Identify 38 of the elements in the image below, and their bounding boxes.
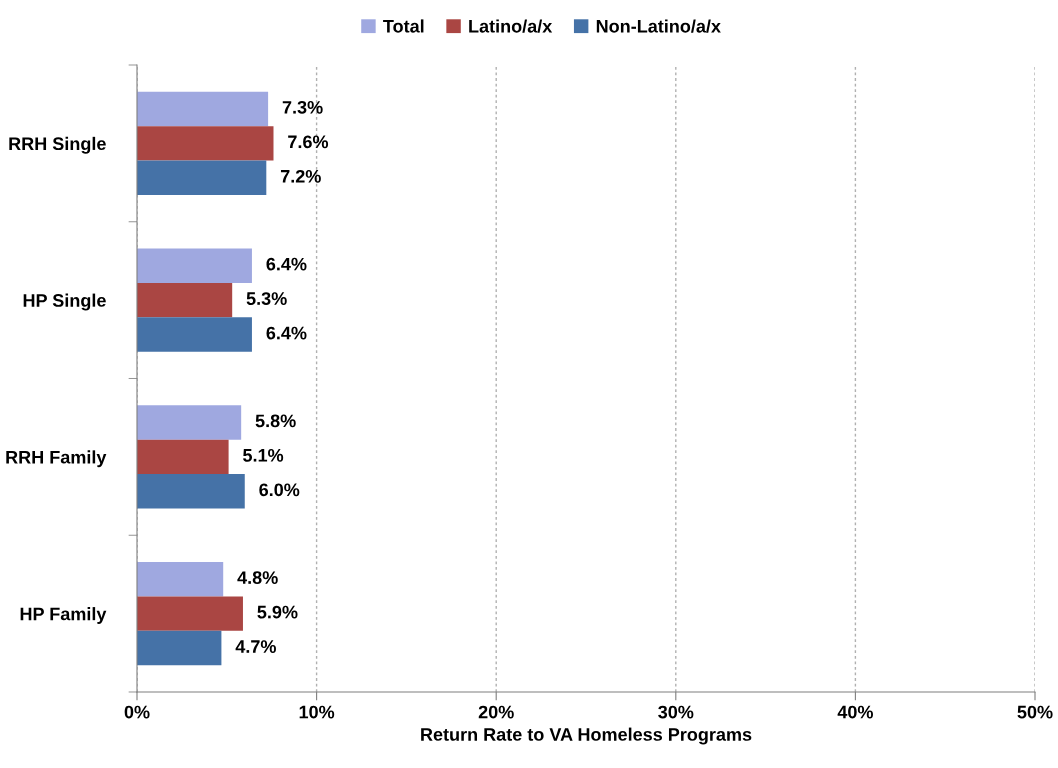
x-tick-label: 30% [658,705,694,719]
data-label: 6.4% [266,257,307,271]
data-label: 5.8% [255,414,296,428]
data-label: 5.3% [246,292,287,305]
bar [137,405,242,440]
data-label: 7.2% [280,169,321,183]
x-tick-label: 0% [124,705,150,719]
x-tick-label: 20% [478,705,514,719]
bar [137,439,229,475]
y-tick-label: RRH Family [6,450,107,468]
bar [137,91,269,127]
data-label: 7.3% [282,100,323,114]
x-axis-title: Return Rate to VA Homeless Programs [421,727,752,745]
legend-label: Total [383,19,424,33]
x-tick-label: 40% [837,705,873,719]
y-tick-label: RRH Single [9,136,106,154]
data-label: 6.0% [259,483,300,497]
legend-label: Non-Latino/a/x [596,19,721,33]
bar [137,596,243,631]
data-label: 6.4% [266,326,307,340]
bar [137,282,233,318]
bar [137,126,274,161]
data-label: 7.6% [288,135,329,149]
data-label: 5.9% [257,605,298,619]
x-tick-label: 50% [1017,705,1053,719]
data-label: 4.8% [237,571,278,584]
y-tick-label: HP Family [20,607,107,624]
bar [137,248,252,283]
data-label: 5.1% [243,448,284,462]
bar [137,561,224,597]
bar [137,160,267,196]
x-tick-label: 10% [299,705,335,719]
bar [137,630,222,666]
y-tick-label: HP Single [23,293,106,311]
legend-label: Latino/a/x [469,19,553,33]
bar [137,474,245,509]
bar [137,317,252,352]
data-label: 4.7% [235,640,276,653]
